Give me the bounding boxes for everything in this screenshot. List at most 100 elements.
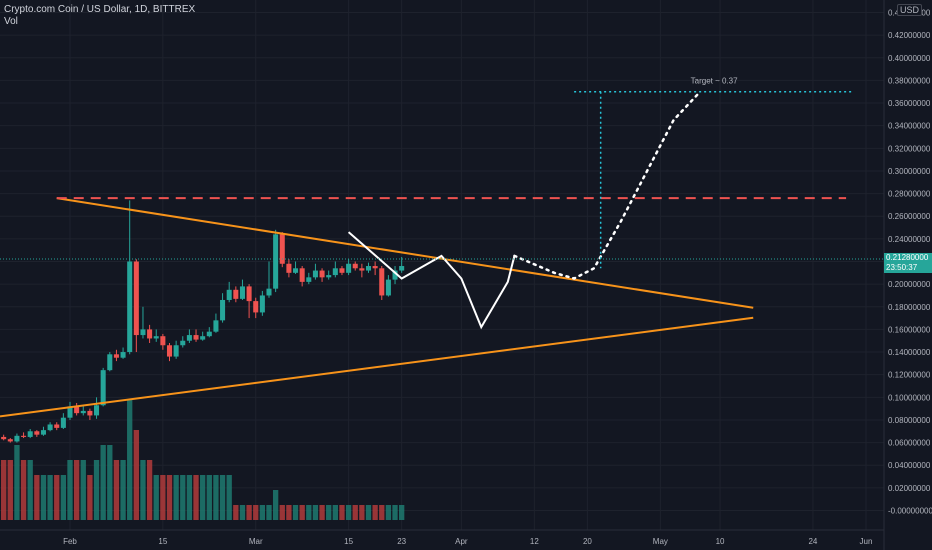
candle-body — [365, 266, 372, 271]
candle-body — [339, 268, 345, 273]
candle-body — [14, 435, 20, 442]
candle-body — [1, 436, 7, 440]
volume-legend[interactable]: Vol — [4, 16, 18, 27]
volume-bar — [392, 505, 398, 520]
volume-bar — [226, 475, 232, 520]
x-tick-label: Apr — [455, 537, 468, 546]
candle-body — [186, 335, 192, 341]
y-tick-label: 0.28000000 — [888, 190, 931, 199]
volume-bar — [34, 475, 40, 520]
x-tick-label: Feb — [63, 537, 77, 546]
candle-body — [74, 406, 80, 414]
volume-bar — [306, 505, 312, 520]
candle-body — [180, 340, 186, 346]
volume-bar — [326, 505, 332, 520]
volume-bar — [272, 490, 279, 520]
y-tick-label: 0.32000000 — [888, 144, 931, 153]
candle-body — [206, 331, 212, 337]
candle-body — [226, 289, 232, 300]
x-tick-label: 15 — [344, 537, 353, 546]
candle-body — [94, 405, 100, 416]
candle-body — [293, 268, 299, 273]
volume-bar — [385, 505, 392, 520]
x-tick-label: 10 — [716, 537, 725, 546]
volume-bar — [107, 445, 113, 520]
y-tick-label: 0.20000000 — [888, 280, 931, 289]
y-tick-label: 0.40000000 — [888, 54, 931, 63]
last-price-tag: 0.21280000 23:50:37 — [884, 253, 932, 273]
volume-bar — [286, 505, 292, 520]
x-tick-label: Jun — [860, 537, 873, 546]
y-tick-label: 0.26000000 — [888, 212, 931, 221]
candle-body — [273, 234, 279, 289]
candle-body — [147, 329, 153, 339]
volume-bar — [332, 505, 338, 520]
w-pattern-line[interactable] — [347, 231, 516, 330]
candle-body — [7, 439, 13, 442]
currency-button[interactable]: USD — [896, 4, 922, 16]
y-tick-label: 0.04000000 — [888, 461, 931, 470]
volume-bar — [180, 475, 186, 520]
candle-body — [133, 261, 139, 336]
x-tick-label: 15 — [158, 537, 167, 546]
candle-body — [47, 424, 53, 431]
y-tick-label: 0.12000000 — [888, 371, 931, 380]
volume-bar — [246, 505, 252, 520]
symbol-legend[interactable]: Crypto.com Coin / US Dollar, 1D, BITTREX — [4, 4, 196, 15]
y-tick-label: 0.30000000 — [888, 167, 931, 176]
candle-body — [160, 336, 166, 346]
candle-body — [332, 268, 338, 276]
y-tick-label: 0.18000000 — [888, 303, 931, 312]
volume-bar — [279, 505, 285, 520]
candle-body — [67, 406, 73, 418]
volume-bar — [253, 505, 259, 520]
volume-bar — [20, 460, 27, 520]
candle-body — [326, 275, 332, 278]
x-tick-label: 12 — [530, 537, 539, 546]
volume-bar — [60, 475, 67, 520]
candle-body — [399, 266, 405, 271]
volume-bar — [399, 505, 405, 520]
volume-bar — [345, 505, 352, 520]
chart-legend: Crypto.com Coin / US Dollar, 1D, BITTREX… — [4, 4, 195, 28]
volume-bar — [312, 505, 319, 520]
volume-bar — [200, 475, 206, 520]
candle-body — [153, 336, 159, 339]
candle-body — [107, 354, 113, 371]
candle-body — [21, 435, 27, 437]
volume-bar — [127, 400, 133, 520]
candle-body — [372, 266, 378, 269]
candle-body — [279, 234, 285, 264]
candle-body — [120, 352, 126, 358]
candle-body — [233, 289, 239, 299]
candle-body — [100, 370, 106, 406]
candle-body — [200, 336, 206, 340]
volume-bar — [113, 460, 120, 520]
candle-body — [266, 288, 272, 296]
candle-body — [239, 286, 245, 299]
last-price-value: 0.21280000 — [886, 253, 929, 262]
candle-body — [306, 277, 312, 282]
x-tick-label: 24 — [808, 537, 817, 546]
y-tick-label: 0.06000000 — [888, 439, 931, 448]
y-tick-label: 0.24000000 — [888, 235, 931, 244]
projection-path[interactable] — [513, 90, 702, 280]
candle-body — [54, 424, 60, 428]
triangle-upper-trendline[interactable] — [56, 197, 754, 309]
y-tick-label: 0.10000000 — [888, 393, 931, 402]
triangle-lower-trendline[interactable] — [0, 316, 754, 418]
volume-bar — [379, 505, 385, 520]
volume-bar — [166, 475, 173, 520]
y-tick-label: 0.08000000 — [888, 416, 931, 425]
volume-bar — [219, 475, 226, 520]
volume-bar — [160, 475, 166, 520]
volume-bar — [233, 505, 239, 520]
volume-bar — [80, 460, 86, 520]
volume-bar — [292, 505, 299, 520]
candle-body — [312, 270, 318, 278]
volume-bar — [173, 475, 179, 520]
candle-body — [259, 295, 265, 313]
volume-bar — [100, 445, 106, 520]
volume-bar — [213, 475, 219, 520]
